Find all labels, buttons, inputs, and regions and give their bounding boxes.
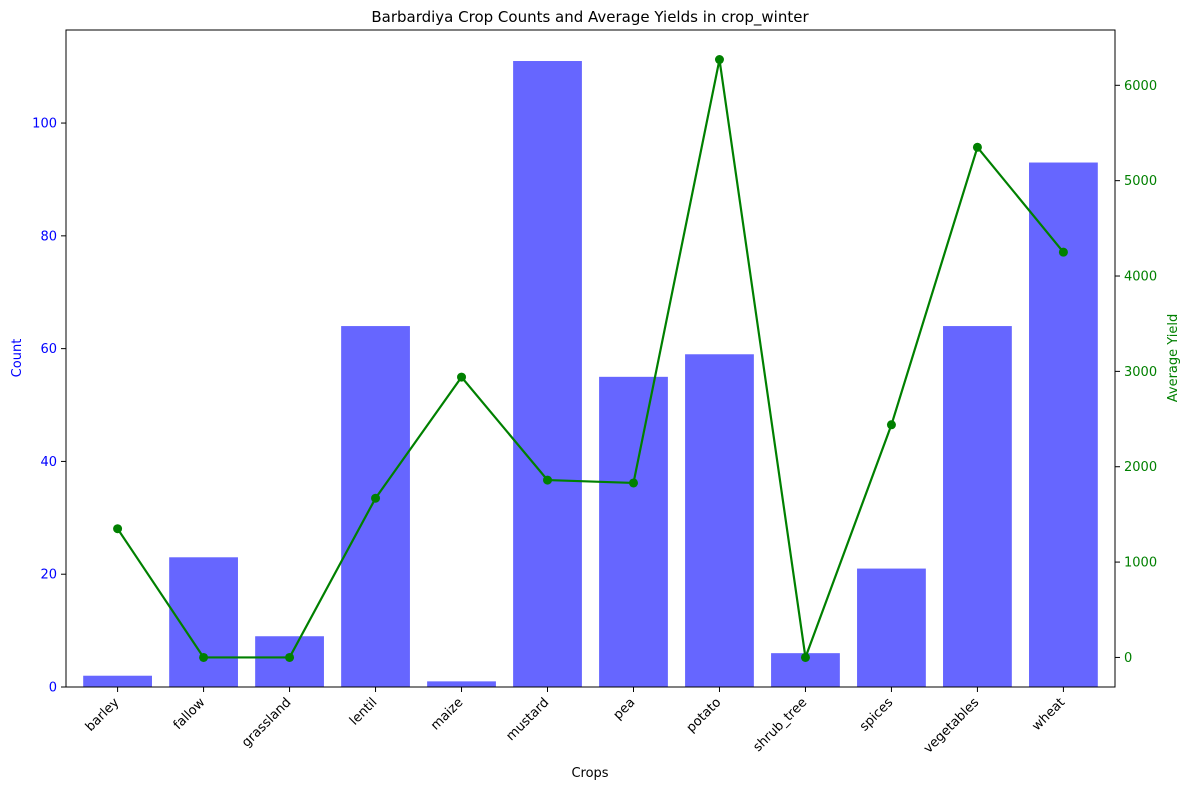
yield-point-vegetables	[972, 142, 982, 152]
y-axis-left: 0 20 40 60 80 100	[32, 117, 66, 696]
bar-spices	[857, 568, 926, 687]
x-tick-label: vegetables	[921, 695, 982, 756]
x-tick-label: shrub_tree	[751, 695, 811, 755]
y-tick-label-right: 6000	[1124, 79, 1157, 94]
y-tick-label-right: 2000	[1124, 460, 1157, 475]
x-tick-label: lentil	[347, 695, 380, 728]
y-tick-label-right: 3000	[1124, 365, 1157, 380]
x-tick-label: barley	[83, 695, 123, 735]
yield-point-barley	[113, 524, 123, 534]
bar-lentil	[341, 326, 410, 687]
x-axis-label: Crops	[571, 766, 608, 781]
yield-point-grassland	[285, 652, 295, 662]
bar-pea	[599, 376, 668, 687]
yield-point-shrub_tree	[800, 652, 810, 662]
y-tick-label-left: 20	[40, 568, 57, 583]
y-tick-label-right: 5000	[1124, 174, 1157, 189]
bar-potato	[685, 354, 754, 687]
yield-point-wheat	[1058, 247, 1068, 257]
x-tick-label: mustard	[503, 695, 552, 744]
bar-wheat	[1029, 162, 1098, 687]
bar-barley	[83, 675, 152, 687]
y-tick-label-right: 4000	[1124, 270, 1157, 285]
yield-point-fallow	[199, 652, 209, 662]
yield-line	[116, 58, 1065, 659]
bar-series	[83, 61, 1098, 688]
bar-vegetables	[943, 326, 1012, 687]
y-axis-right: 0 1000 2000 3000 4000 5000 6000	[1115, 79, 1157, 666]
y-tick-label-left: 60	[40, 342, 57, 357]
y-tick-label-left: 100	[32, 117, 57, 132]
y-tick-label-left: 80	[40, 229, 57, 244]
y-axis-label-right: Average Yield	[1166, 314, 1181, 402]
x-tick-label: potato	[684, 695, 725, 736]
x-tick-label: spices	[857, 695, 896, 734]
x-tick-label: maize	[428, 695, 466, 733]
yield-point-spices	[886, 420, 896, 430]
y-tick-label-right: 1000	[1124, 556, 1157, 571]
x-tick-label: wheat	[1029, 695, 1068, 734]
y-tick-label-left: 0	[49, 681, 57, 696]
bar-maize	[427, 681, 496, 687]
x-axis: barley fallow grassland lentil maize mustard p…	[83, 687, 1068, 756]
y-axis-label-left: Count	[10, 339, 25, 378]
bar-mustard	[513, 61, 582, 688]
yield-point-potato	[714, 55, 724, 65]
y-tick-label-left: 40	[40, 455, 57, 470]
yield-point-pea	[628, 478, 638, 488]
yield-point-maize	[457, 372, 467, 382]
plot-frame	[65, 29, 1116, 688]
x-tick-label: pea	[611, 695, 639, 723]
y-tick-label-right: 0	[1124, 651, 1132, 666]
yield-point-mustard	[543, 475, 553, 485]
x-tick-label: grassland	[239, 695, 294, 750]
x-tick-label: fallow	[171, 695, 209, 733]
chart-title: Barbardiya Crop Counts and Average Yield…	[371, 8, 809, 27]
yield-point-lentil	[371, 493, 381, 503]
yield-line-series	[113, 55, 1068, 662]
